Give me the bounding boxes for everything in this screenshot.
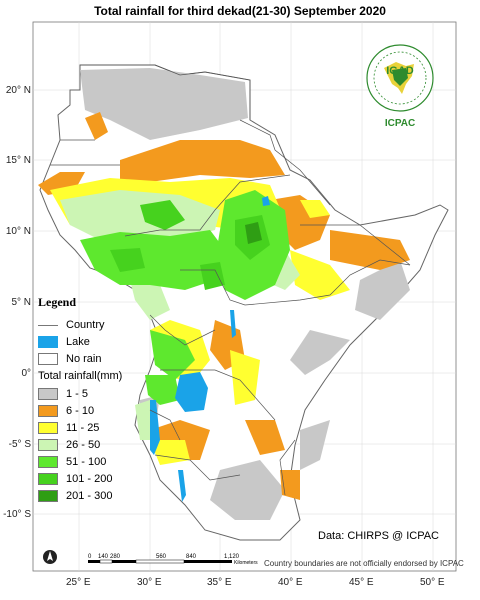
map-title: Total rainfall for third dekad(21-30) Se… xyxy=(94,4,386,18)
rain-class-swatch xyxy=(38,490,58,502)
rain-class-swatch xyxy=(38,473,58,485)
lake-turkana xyxy=(230,310,236,338)
lake-victoria xyxy=(175,372,208,412)
legend-norain-label: No rain xyxy=(66,353,102,365)
map-legend: Legend Country Lake No rain Total rainfa… xyxy=(38,295,163,505)
rain-class-label: 11 - 25 xyxy=(66,422,100,434)
lat-label-15n: 15° N xyxy=(5,155,31,166)
legend-class-row: 11 - 25 xyxy=(38,420,163,436)
legend-country-row: Country xyxy=(38,317,163,333)
lat-label-5s: -5° S xyxy=(8,439,31,450)
scale-tick-140: 140 xyxy=(98,554,109,560)
lon-label-35e: 35° E xyxy=(207,577,232,588)
norain-swatch xyxy=(38,353,58,365)
rain-class-swatch xyxy=(38,422,58,434)
legend-norain-row: No rain xyxy=(38,351,163,367)
rain-class-label: 201 - 300 xyxy=(66,490,113,502)
rain-class-label: 51 - 100 xyxy=(66,456,107,468)
legend-lake-label: Lake xyxy=(66,336,90,348)
scale-tick-280: 280 xyxy=(110,554,121,560)
rain-class-label: 26 - 50 xyxy=(66,439,101,451)
legend-class-row: 51 - 100 xyxy=(38,454,163,470)
rain-class-label: 6 - 10 xyxy=(66,405,95,417)
legend-country-label: Country xyxy=(66,319,105,331)
scale-unit: Kilometers xyxy=(234,560,258,566)
country-line-swatch xyxy=(38,324,58,326)
legend-class-row: 1 - 5 xyxy=(38,386,163,402)
legend-class-row: 101 - 200 xyxy=(38,471,163,487)
legend-rain-heading: Total rainfall(mm) xyxy=(38,370,123,382)
lat-label-20n: 20° N xyxy=(5,85,31,96)
lat-label-5n: 5° N xyxy=(11,297,31,308)
igad-icpac-logo: IGAD ICPAC xyxy=(366,44,434,129)
lon-label-40e: 40° E xyxy=(278,577,303,588)
rain-class-swatch xyxy=(38,405,58,417)
boundary-disclaimer: Country boundaries are not officially en… xyxy=(264,559,464,568)
legend-class-row: 201 - 300 xyxy=(38,488,163,504)
lat-label-10n: 10° N xyxy=(5,226,31,237)
data-credit: Data: CHIRPS @ ICPAC xyxy=(318,530,439,542)
scale-tick-1120: 1,120 xyxy=(224,554,240,560)
scale-bar: 0 140 280 560 840 1,120 Kilometers xyxy=(88,554,258,566)
scale-tick-840: 840 xyxy=(186,554,197,560)
rain-class-swatch xyxy=(38,439,58,451)
logo-sub-text: ICPAC xyxy=(385,118,415,129)
lon-label-30e: 30° E xyxy=(137,577,162,588)
logo-main-text: IGAD xyxy=(386,65,414,77)
rain-class-swatch xyxy=(38,388,58,400)
lon-label-45e: 45° E xyxy=(349,577,374,588)
rain-class-label: 101 - 200 xyxy=(66,473,113,485)
lake-malawi xyxy=(178,470,186,502)
legend-class-row: 6 - 10 xyxy=(38,403,163,419)
legend-rain-classes: 1 - 5 6 - 10 11 - 25 26 - 50 51 - 100 101 - 2… xyxy=(38,386,163,504)
lake-tana xyxy=(262,196,270,206)
legend-class-row: 26 - 50 xyxy=(38,437,163,453)
lat-label-10s: -10° S xyxy=(3,509,31,520)
lon-label-25e: 25° E xyxy=(66,577,91,588)
north-arrow-icon xyxy=(43,550,57,564)
scale-tick-560: 560 xyxy=(156,554,167,560)
legend-title: Legend xyxy=(38,295,77,309)
rain-class-label: 1 - 5 xyxy=(66,388,89,400)
legend-lake-row: Lake xyxy=(38,334,163,350)
rain-class-swatch xyxy=(38,456,58,468)
lon-label-50e: 50° E xyxy=(420,577,445,588)
lake-swatch xyxy=(38,336,58,348)
lat-label-0: 0° xyxy=(21,368,31,379)
lake-tanganyika xyxy=(150,400,160,455)
scale-tick-0: 0 xyxy=(88,554,92,560)
